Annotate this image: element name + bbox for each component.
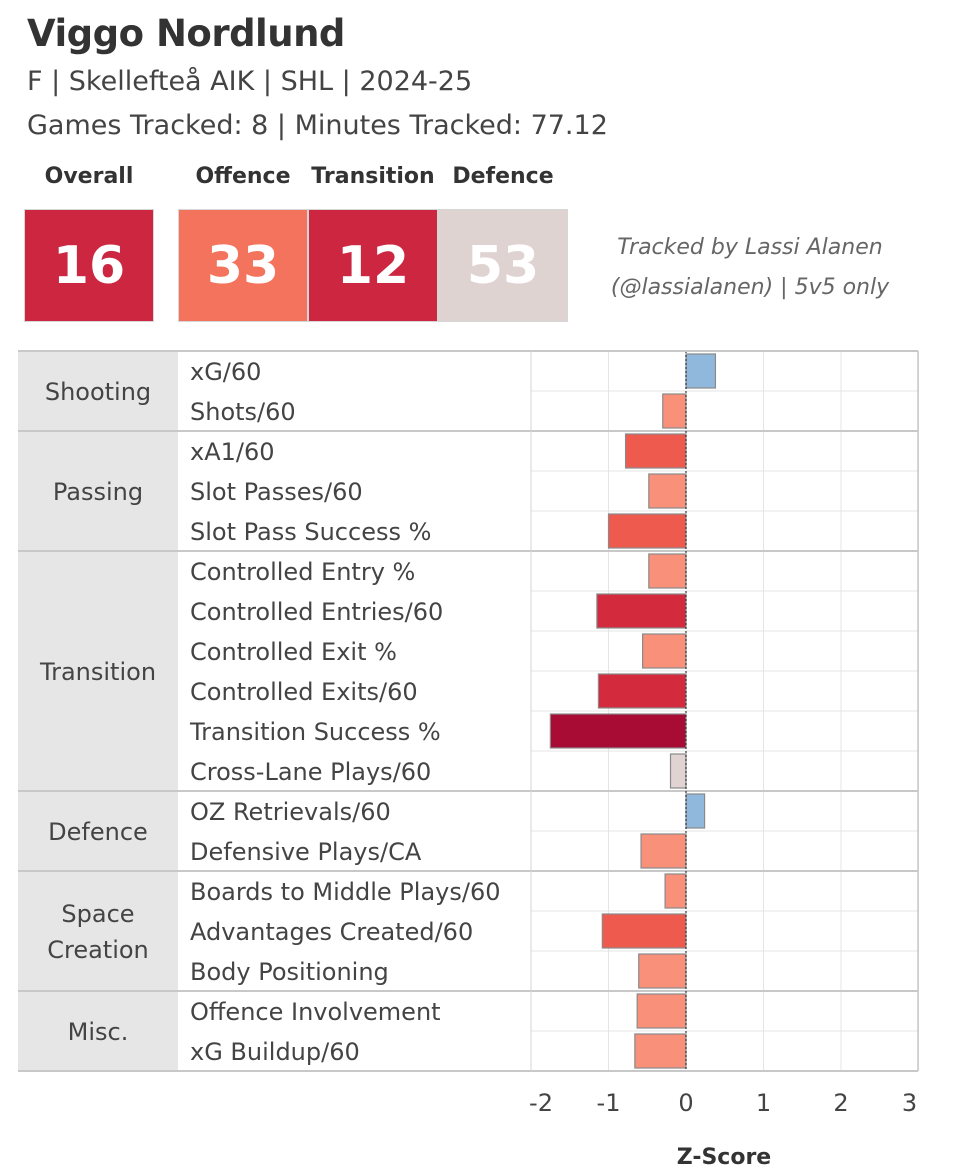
games-tracked-line: Games Tracked: 8 | Minutes Tracked: 77.1… xyxy=(27,110,608,141)
metric-label: Controlled Entries/60 xyxy=(190,598,443,626)
credit-line-2: (@lassialanen) | 5v5 only xyxy=(610,275,890,300)
defence-label: Defence xyxy=(452,164,554,189)
bar-offence-involvement xyxy=(636,993,687,1029)
metric-label: xG/60 xyxy=(190,358,261,386)
bar-controlled-entries-60 xyxy=(596,593,687,629)
bar-transition-success- xyxy=(549,713,687,749)
bar-cross-lane-plays-60 xyxy=(669,753,687,789)
x-tick-label: 2 xyxy=(833,1089,848,1117)
overall-label: Overall xyxy=(44,164,134,189)
transition-score-box: 12 xyxy=(308,209,438,322)
metric-label: Shots/60 xyxy=(190,398,296,426)
x-axis-title: Z-Score xyxy=(677,1145,771,1170)
category-label-space-creation: Space xyxy=(61,900,134,928)
metric-label: OZ Retrievals/60 xyxy=(190,798,391,826)
offence-score-box: 33 xyxy=(178,209,308,322)
metric-label: xG Buildup/60 xyxy=(190,1038,360,1066)
metric-label: Controlled Exits/60 xyxy=(190,678,418,706)
bar-controlled-exits-60 xyxy=(597,673,687,709)
x-tick-label: -1 xyxy=(597,1089,621,1117)
x-tick-label: 0 xyxy=(678,1089,693,1117)
tracking-credit: Tracked by Lassi Alanen (@lassialanen) |… xyxy=(585,228,915,308)
bar-controlled-entry- xyxy=(648,553,687,589)
metric-label: Defensive Plays/CA xyxy=(190,838,422,866)
metric-label: xA1/60 xyxy=(190,438,275,466)
offence-label: Offence xyxy=(195,164,291,189)
category-label-misc-: Misc. xyxy=(68,1018,129,1046)
bar-slot-passes-60 xyxy=(648,473,687,509)
category-label-shooting: Shooting xyxy=(45,378,151,406)
defence-score-box: 53 xyxy=(438,209,568,322)
bar-body-positioning xyxy=(638,953,687,989)
metric-label: Controlled Entry % xyxy=(190,558,415,586)
x-tick-label: -2 xyxy=(529,1089,553,1117)
bar-advantages-created-60 xyxy=(601,913,687,949)
overall-score-box: 16 xyxy=(24,209,154,322)
bar-controlled-exit- xyxy=(641,633,687,669)
category-column-bg xyxy=(18,351,178,1071)
player-name: Viggo Nordlund xyxy=(27,12,345,55)
metric-label: Controlled Exit % xyxy=(190,638,397,666)
bar-boards-to-middle-plays-60 xyxy=(664,873,687,909)
metric-label: Slot Passes/60 xyxy=(190,478,363,506)
metric-label: Slot Pass Success % xyxy=(190,518,431,546)
metric-label: Body Positioning xyxy=(190,958,389,986)
x-tick-label: 3 xyxy=(902,1089,917,1117)
metric-label: Offence Involvement xyxy=(190,998,441,1026)
bar-slot-pass-success- xyxy=(607,513,687,549)
metric-label: Advantages Created/60 xyxy=(190,918,473,946)
player-subtitle: F | Skellefteå AIK | SHL | 2024-25 xyxy=(27,66,473,97)
category-label-passing: Passing xyxy=(53,478,143,506)
bar-defensive-plays-ca xyxy=(640,833,687,869)
category-label-transition: Transition xyxy=(39,658,156,686)
metric-label: Transition Success % xyxy=(189,718,441,746)
metric-label: Boards to Middle Plays/60 xyxy=(190,878,500,906)
credit-line-1: Tracked by Lassi Alanen xyxy=(617,235,883,260)
bar-shots-60 xyxy=(662,393,687,429)
transition-label: Transition xyxy=(311,164,435,189)
bar-xa1-60 xyxy=(624,433,687,469)
category-label-space-creation: Creation xyxy=(47,936,149,964)
metric-label: Cross-Lane Plays/60 xyxy=(190,758,431,786)
category-label-defence: Defence xyxy=(48,818,148,846)
bar-xg-buildup-60 xyxy=(634,1033,687,1069)
bar-xg-60 xyxy=(685,353,717,389)
bar-oz-retrievals-60 xyxy=(685,793,706,829)
x-tick-label: 1 xyxy=(756,1089,771,1117)
